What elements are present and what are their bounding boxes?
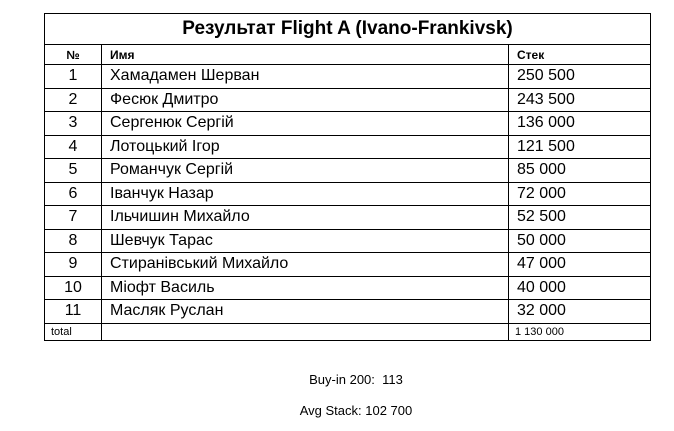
table-row: 9 Стиранівський Михайло 47 000 [44, 252, 652, 277]
table-body: 1 Хамадамен Шерван 250 500 2 Фесюк Дмитро 243… [44, 64, 652, 324]
table-row: 6 Іванчук Назар 72 000 [44, 181, 652, 206]
table-row: 3 Сергенюк Сергій 136 000 [44, 111, 652, 136]
name-cell: Іванчук Назар [101, 181, 509, 206]
rank-cell: 1 [44, 64, 102, 89]
results-table: Результат Flight A (Ivano-Frankivsk) № И… [43, 13, 652, 341]
stack-cell: 85 000 [507, 158, 652, 183]
stack-cell: 52 500 [507, 205, 652, 230]
stack-cell: 250 500 [507, 64, 652, 89]
table-row: 1 Хамадамен Шерван 250 500 [44, 64, 652, 89]
avg-stack-text: Avg Stack: 102 700 [299, 403, 413, 418]
stack-cell: 40 000 [507, 275, 652, 300]
name-cell: Міофт Василь [101, 275, 509, 300]
header-cell: Имя [101, 44, 509, 65]
header-cell: № [44, 44, 102, 65]
table-row: 11 Масляк Руслан 32 000 [44, 299, 652, 324]
stack-cell: 136 000 [507, 111, 652, 136]
name-cell: Ільчишин Михайло [101, 205, 509, 230]
rank-cell: 11 [44, 299, 102, 324]
rank-cell: 9 [44, 252, 102, 277]
stack-cell: 72 000 [507, 181, 652, 206]
rank-cell: 5 [44, 158, 102, 183]
empty-cell [101, 322, 509, 341]
header-row: № Имя Стек [44, 44, 652, 65]
total-value: 1 130 000 [507, 322, 652, 341]
header-cell: Стек [507, 44, 652, 65]
table-row: 2 Фесюк Дмитро 243 500 [44, 87, 652, 112]
total-label: total [44, 322, 102, 341]
rank-cell: 6 [44, 181, 102, 206]
name-cell: Хамадамен Шерван [101, 64, 509, 89]
table-row: 7 Ільчишин Михайло 52 500 [44, 205, 652, 230]
stack-cell: 243 500 [507, 87, 652, 112]
table-title: Результат Flight A (Ivano-Frankivsk) [43, 13, 652, 45]
name-cell: Стиранівський Михайло [101, 252, 509, 277]
buyin-text: Buy-in 200: 113 [309, 372, 403, 387]
rank-cell: 4 [44, 134, 102, 159]
stack-cell: 32 000 [507, 299, 652, 324]
stack-cell: 121 500 [507, 134, 652, 159]
name-cell: Сергенюк Сергій [101, 111, 509, 136]
name-cell: Масляк Руслан [101, 299, 509, 324]
table-row: 8 Шевчук Тарас 50 000 [44, 228, 652, 253]
stack-cell: 50 000 [507, 228, 652, 253]
total-row: total 1 130 000 [44, 322, 652, 341]
stack-cell: 47 000 [507, 252, 652, 277]
name-cell: Лотоцький Ігор [101, 134, 509, 159]
rank-cell: 10 [44, 275, 102, 300]
table-row: 5 Романчук Сергій 85 000 [44, 158, 652, 183]
table-row: 4 Лотоцький Ігор 121 500 [44, 134, 652, 159]
rank-cell: 8 [44, 228, 102, 253]
name-cell: Шевчук Тарас [101, 228, 509, 253]
rank-cell: 7 [44, 205, 102, 230]
rank-cell: 3 [44, 111, 102, 136]
name-cell: Фесюк Дмитро [101, 87, 509, 112]
name-cell: Романчук Сергій [101, 158, 509, 183]
rank-cell: 2 [44, 87, 102, 112]
table-row: 10 Міофт Василь 40 000 [44, 275, 652, 300]
